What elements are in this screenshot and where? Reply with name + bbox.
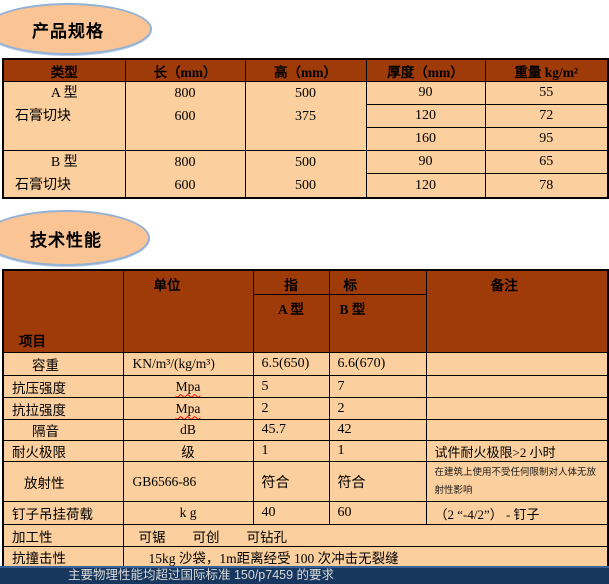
table-cell: 120 [365,104,486,128]
table-row: 120 78 [3,173,609,199]
spec-header-weight: 重量 kg/m² [484,58,609,82]
table-row: B 型 石膏切块 800 600 500 500 90 65 [2,149,609,199]
span-value-cell: 15kg 沙袋，1m距离经受 100 次冲击无裂缝 [122,546,609,569]
value-a-cell: 40 [252,501,330,525]
value-b-cell: 1 [328,440,427,462]
table-cell: 55 [484,81,609,105]
perf-table: 项目 单位 指 标 备注 A 型 B 型 容重 KN/m³/(kg/m³) 6.… [2,269,609,570]
perf-section-badge: 技术性能 [0,210,150,266]
unit-cell: 级 [122,440,254,462]
spec-height-a-cell: 500 375 [244,81,367,151]
value-b-cell: 7 [328,375,427,398]
value-a-cell: 符合 [252,461,330,502]
row-label: 隔音 [2,419,124,441]
table-cell: 160 [365,127,486,151]
perf-header-index-right: 标 [328,269,427,295]
table-row: 抗撞击性 15kg 沙袋，1m距离经受 100 次冲击无裂缝 [2,546,609,569]
row-label: 钉子吊挂荷载 [2,501,124,525]
spec-section-title: 产品规格 [32,21,104,41]
unit-cell: Mpa [122,375,254,398]
unit-cell: KN/m³/(kg/m³) [122,352,254,376]
row-label: 耐火极限 [2,440,124,462]
row-label: 抗拉强度 [2,397,124,420]
spec-length-b-cell: 800 600 [124,150,246,199]
spec-type-b-cell: B 型 石膏切块 [2,150,126,199]
value-a-cell: 1 [252,440,330,462]
table-cell: 72 [484,104,609,128]
perf-section-title: 技术性能 [30,230,102,250]
table-cell: 95 [484,127,609,151]
perf-header-unit: 单位 [122,269,254,353]
perf-table-header-row: 项目 单位 指 标 备注 [2,269,609,353]
remark-cell [425,375,609,398]
perf-table-subheader-row: A 型 B 型 [3,294,608,353]
unit-cell: GB6566-86 [122,461,254,502]
spec-type-a-cell: A 型 石膏切块 [2,81,126,151]
spec-header-type: 类型 [2,58,126,82]
table-row: 抗压强度 Mpa 5 7 [2,375,609,398]
table-row: 抗拉强度 Mpa 2 2 [2,397,609,420]
row-label: 抗撞击性 [2,546,124,569]
row-label: 容重 [2,352,124,376]
spec-header-length: 长（mm） [124,58,246,82]
table-row: A 型 石膏切块 800 600 500 375 90 55 [2,81,609,151]
footer-banner: 主要物理性能均超过国际标准 150/p7459 的要求 [0,566,609,584]
perf-header-type-b: B 型 [328,294,427,353]
row-label: 抗压强度 [2,375,124,398]
footer-text: 主要物理性能均超过国际标准 150/p7459 的要求 [68,568,335,582]
spec-header-thickness: 厚度（mm） [365,58,486,82]
value-a-cell: 6.5(650) [252,352,330,376]
value-b-cell: 42 [328,419,427,441]
perf-header-index-left: 指 [252,269,330,295]
value-b-cell: 6.6(670) [328,352,427,376]
unit-cell: dB [122,419,254,441]
unit-cell: k g [122,501,254,525]
table-row: 隔音 dB 45.7 42 [2,419,609,441]
remark-cell [425,352,609,376]
span-value-cell: 可锯 可创 可钻孔 [122,524,609,547]
spec-height-b-cell: 500 500 [244,150,367,199]
table-row: 耐火极限 级 1 1 试件耐火极限>2 小时 [2,440,609,462]
spec-header-height: 高（mm） [244,58,367,82]
table-cell: 120 [365,173,486,199]
spec-section-badge: 产品规格 [0,3,152,55]
value-a-cell: 45.7 [252,419,330,441]
remark-cell [425,397,609,420]
table-row: 钉子吊挂荷载 k g 40 60 （2 “-4/2”） - 钉子 [2,501,609,525]
table-row: 160 95 [3,127,609,151]
perf-header-item: 项目 [2,269,124,353]
value-b-cell: 60 [328,501,427,525]
table-cell: 65 [484,149,609,175]
perf-header-remark: 备注 [425,269,609,353]
remark-cell [425,419,609,441]
table-cell: 90 [365,81,486,105]
remark-cell: 在建筑上使用不受任何限制对人体无放射性影响 [425,461,609,502]
value-a-cell: 2 [252,397,330,420]
spec-length-a-cell: 800 600 [124,81,246,151]
row-label: 加工性 [2,524,124,547]
table-row: 容重 KN/m³/(kg/m³) 6.5(650) 6.6(670) [2,352,609,376]
remark-cell: 试件耐火极限>2 小时 [425,440,609,462]
perf-header-type-a: A 型 [252,294,330,353]
table-cell: 78 [484,173,609,199]
value-b-cell: 2 [328,397,427,420]
spec-table: 类型 长（mm） 高（mm） 厚度（mm） 重量 kg/m² A 型 石膏切块 … [2,58,609,199]
value-a-cell: 5 [252,375,330,398]
table-row: 放射性 GB6566-86 符合 符合 在建筑上使用不受任何限制对人体无放射性影… [2,461,609,502]
remark-cell: （2 “-4/2”） - 钉子 [425,501,609,525]
row-label: 放射性 [2,461,124,502]
value-b-cell: 符合 [328,461,427,502]
unit-cell: Mpa [122,397,254,420]
table-cell: 90 [365,149,486,175]
spec-table-header-row: 类型 长（mm） 高（mm） 厚度（mm） 重量 kg/m² [2,58,609,82]
table-row: 加工性 可锯 可创 可钻孔 [2,524,609,547]
